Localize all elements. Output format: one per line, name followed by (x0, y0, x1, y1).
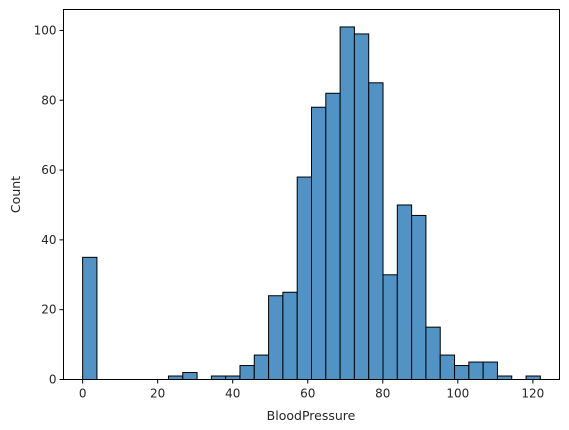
histogram-bar (210, 375, 227, 381)
histogram-bar (368, 82, 384, 381)
histogram-bar (182, 372, 198, 380)
histogram-bar (339, 26, 355, 380)
histogram-bar (325, 92, 341, 381)
y-tick-label: 60 (41, 163, 56, 177)
histogram-bar (353, 33, 370, 381)
histogram-bar (282, 291, 298, 380)
y-axis: 0 20 40 60 80 100 (34, 23, 64, 387)
histogram-bar (411, 214, 427, 380)
x-tick-label: 100 (446, 387, 469, 401)
histogram-bar (525, 375, 541, 381)
histogram-bar (225, 375, 241, 381)
histogram-bar (82, 256, 98, 380)
histogram-bar (439, 354, 456, 381)
histogram-bar (468, 361, 484, 380)
y-tick-label: 0 (49, 373, 57, 387)
histogram-bar (425, 326, 441, 381)
histogram-bar (454, 365, 470, 381)
histogram-bar (253, 354, 270, 381)
plot-frame (63, 9, 560, 380)
x-tick-label: 0 (79, 387, 87, 401)
bars-group (82, 26, 541, 381)
histogram-bar (496, 375, 513, 381)
histogram-bar (311, 106, 327, 381)
histogram-bar (296, 176, 313, 380)
histogram-bar (268, 295, 284, 381)
histogram-bar (396, 204, 413, 380)
x-tick-label: 20 (150, 387, 165, 401)
x-tick-label: 120 (521, 387, 544, 401)
x-axis: 0 20 40 60 80 100 120 (79, 379, 544, 401)
histogram-bar (239, 365, 255, 381)
y-tick-label: 40 (41, 233, 56, 247)
y-axis-label: Count (8, 176, 23, 213)
x-tick-label: 80 (375, 387, 390, 401)
x-tick-label: 40 (225, 387, 240, 401)
y-tick-label: 80 (41, 93, 56, 107)
y-tick-label: 100 (34, 23, 57, 37)
x-axis-label: BloodPressure (267, 408, 356, 423)
histogram-bar (482, 361, 498, 380)
y-tick-label: 20 (41, 303, 56, 317)
histogram-bar (167, 375, 184, 381)
histogram-bar (382, 274, 398, 380)
x-tick-label: 60 (300, 387, 315, 401)
